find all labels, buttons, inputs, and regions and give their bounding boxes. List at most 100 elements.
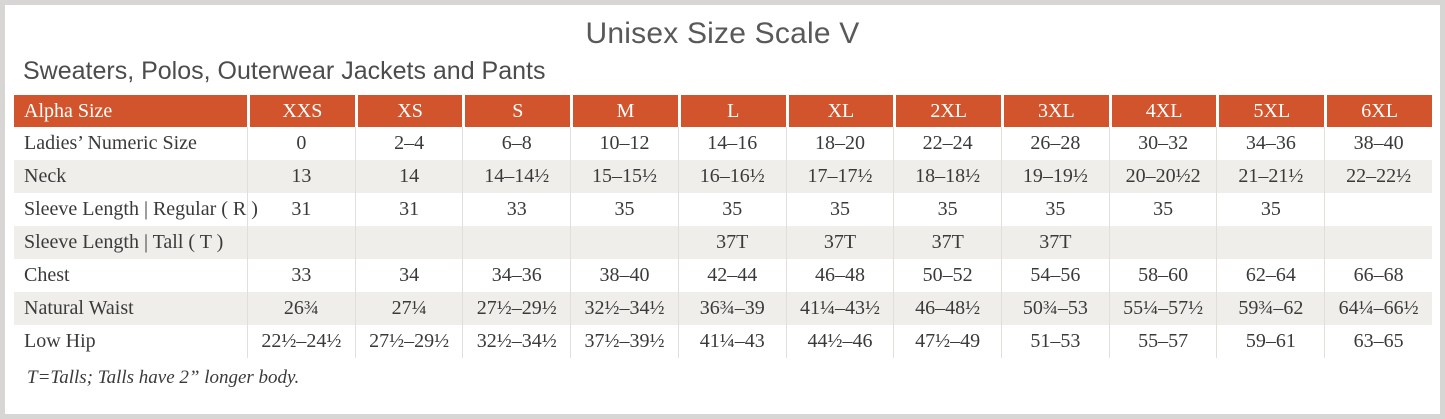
footnote: T=Talls; Talls have 2” longer body.	[27, 367, 300, 388]
cell: 14	[354, 160, 463, 193]
cell: 34	[354, 259, 463, 292]
column-header: S	[462, 95, 571, 127]
row-label: Natural Waist	[14, 292, 247, 325]
cell: 46–48½	[893, 292, 1002, 325]
cell: 37T	[893, 226, 1002, 259]
column-header: 6XL	[1324, 95, 1432, 127]
cell: 34–36	[1216, 127, 1324, 160]
size-table-head-row: Alpha Size XXS XS S M L XL 2XL 3XL 4XL 5XL 6XL	[14, 95, 1432, 127]
cell	[570, 226, 678, 259]
cell: 59–61	[1216, 325, 1324, 358]
cell: 18–18½	[893, 160, 1002, 193]
cell: 64¼–66½	[1324, 292, 1432, 325]
cell: 33	[247, 259, 355, 292]
cell: 50¾–53	[1001, 292, 1109, 325]
cell: 63–65	[1324, 325, 1432, 358]
column-header: XL	[785, 95, 894, 127]
page-title: Unisex Size Scale V	[585, 17, 860, 50]
cell: 62–64	[1216, 259, 1324, 292]
cell	[1108, 226, 1217, 259]
cell: 37T	[785, 226, 894, 259]
cell: 51–53	[1001, 325, 1109, 358]
cell: 19–19½	[1001, 160, 1109, 193]
cell: 34–36	[462, 259, 570, 292]
column-header: 5XL	[1216, 95, 1325, 127]
cell: 33	[462, 193, 570, 226]
cell	[462, 226, 571, 259]
cell: 20–20½2	[1108, 160, 1217, 193]
cell: 41¼–43½	[785, 292, 894, 325]
cell: 32½–34½	[570, 292, 678, 325]
cell: 30–32	[1108, 127, 1217, 160]
cell: 66–68	[1324, 259, 1432, 292]
cell: 22½–24½	[247, 325, 355, 358]
table-row: Neck 13 14 14–14½ 15–15½ 16–16½ 17–17½ 18–18½ 19…	[14, 160, 1432, 193]
cell: 55¼–57½	[1108, 292, 1217, 325]
cell: 35	[1108, 193, 1217, 226]
cell: 2–4	[354, 127, 463, 160]
cell: 31	[354, 193, 463, 226]
cell	[1324, 226, 1432, 259]
cell: 35	[677, 193, 786, 226]
cell: 37½–39½	[570, 325, 678, 358]
page-subtitle: Sweaters, Polos, Outerwear Jackets and P…	[23, 57, 546, 85]
cell: 44½–46	[785, 325, 894, 358]
cell: 26¾	[247, 292, 355, 325]
column-header: M	[570, 95, 678, 127]
column-header: XS	[354, 95, 463, 127]
table-row: Ladies’ Numeric Size 0 2–4 6–8 10–12 14–16 18–…	[14, 127, 1432, 160]
row-label: Sleeve Length | Tall ( T )	[14, 226, 247, 259]
cell: 35	[570, 193, 678, 226]
cell	[1324, 193, 1432, 226]
cell: 37T	[677, 226, 786, 259]
cell: 47½–49	[893, 325, 1001, 358]
cell: 38–40	[570, 259, 678, 292]
column-header: 3XL	[1001, 95, 1109, 127]
cell: 58–60	[1108, 259, 1217, 292]
cell: 36¾–39	[677, 292, 786, 325]
column-header: L	[677, 95, 786, 127]
cell: 50–52	[893, 259, 1001, 292]
cell: 27½–29½	[462, 292, 571, 325]
table-row: Sleeve Length | Regular ( R ) 31 31 33 35 35 3…	[14, 193, 1432, 226]
cell: 22–24	[893, 127, 1001, 160]
size-table-body: Ladies’ Numeric Size 0 2–4 6–8 10–12 14–16 18–…	[14, 127, 1432, 358]
row-label: Ladies’ Numeric Size	[24, 132, 197, 154]
column-header: 4XL	[1108, 95, 1217, 127]
cell: 14–14½	[462, 160, 571, 193]
cell: 54–56	[1001, 259, 1109, 292]
cell: 59¾–62	[1216, 292, 1325, 325]
cell: 22–22½	[1324, 160, 1432, 193]
cell: 35	[785, 193, 894, 226]
cell: 15–15½	[570, 160, 678, 193]
cell	[354, 226, 463, 259]
cell: 26–28	[1001, 127, 1109, 160]
cell: 17–17½	[785, 160, 894, 193]
cell: 13	[247, 160, 355, 193]
cell: 38–40	[1324, 127, 1432, 160]
cell: 35	[1216, 193, 1324, 226]
row-label: Low Hip	[24, 330, 96, 352]
cell: 14–16	[677, 127, 786, 160]
cell: 42–44	[677, 259, 786, 292]
alpha-size-header: Alpha Size	[14, 95, 247, 127]
table-row: Chest 33 34 34–36 38–40 42–44 46–48 50–52 54–56 5…	[14, 259, 1432, 292]
row-label: Neck	[14, 160, 247, 193]
cell: 6–8	[462, 127, 570, 160]
column-header: XXS	[247, 95, 355, 127]
cell: 55–57	[1108, 325, 1217, 358]
cell: 16–16½	[677, 160, 786, 193]
cell: 27¼	[354, 292, 463, 325]
cell: 41¼–43	[677, 325, 786, 358]
cell: 37T	[1001, 226, 1109, 259]
cell	[247, 226, 355, 259]
table-row: Sleeve Length | Tall ( T ) 37T 37T 37T 37T	[14, 226, 1432, 259]
column-header: 2XL	[893, 95, 1002, 127]
table-row: Natural Waist 26¾ 27¼ 27½–29½ 32½–34½ 36¾–39 4…	[14, 292, 1432, 325]
cell	[1216, 226, 1325, 259]
cell: 46–48	[785, 259, 894, 292]
row-label: Sleeve Length | Regular ( R )	[24, 198, 258, 220]
cell: 21–21½	[1216, 160, 1325, 193]
cell: 27½–29½	[354, 325, 463, 358]
cell: 35	[893, 193, 1001, 226]
